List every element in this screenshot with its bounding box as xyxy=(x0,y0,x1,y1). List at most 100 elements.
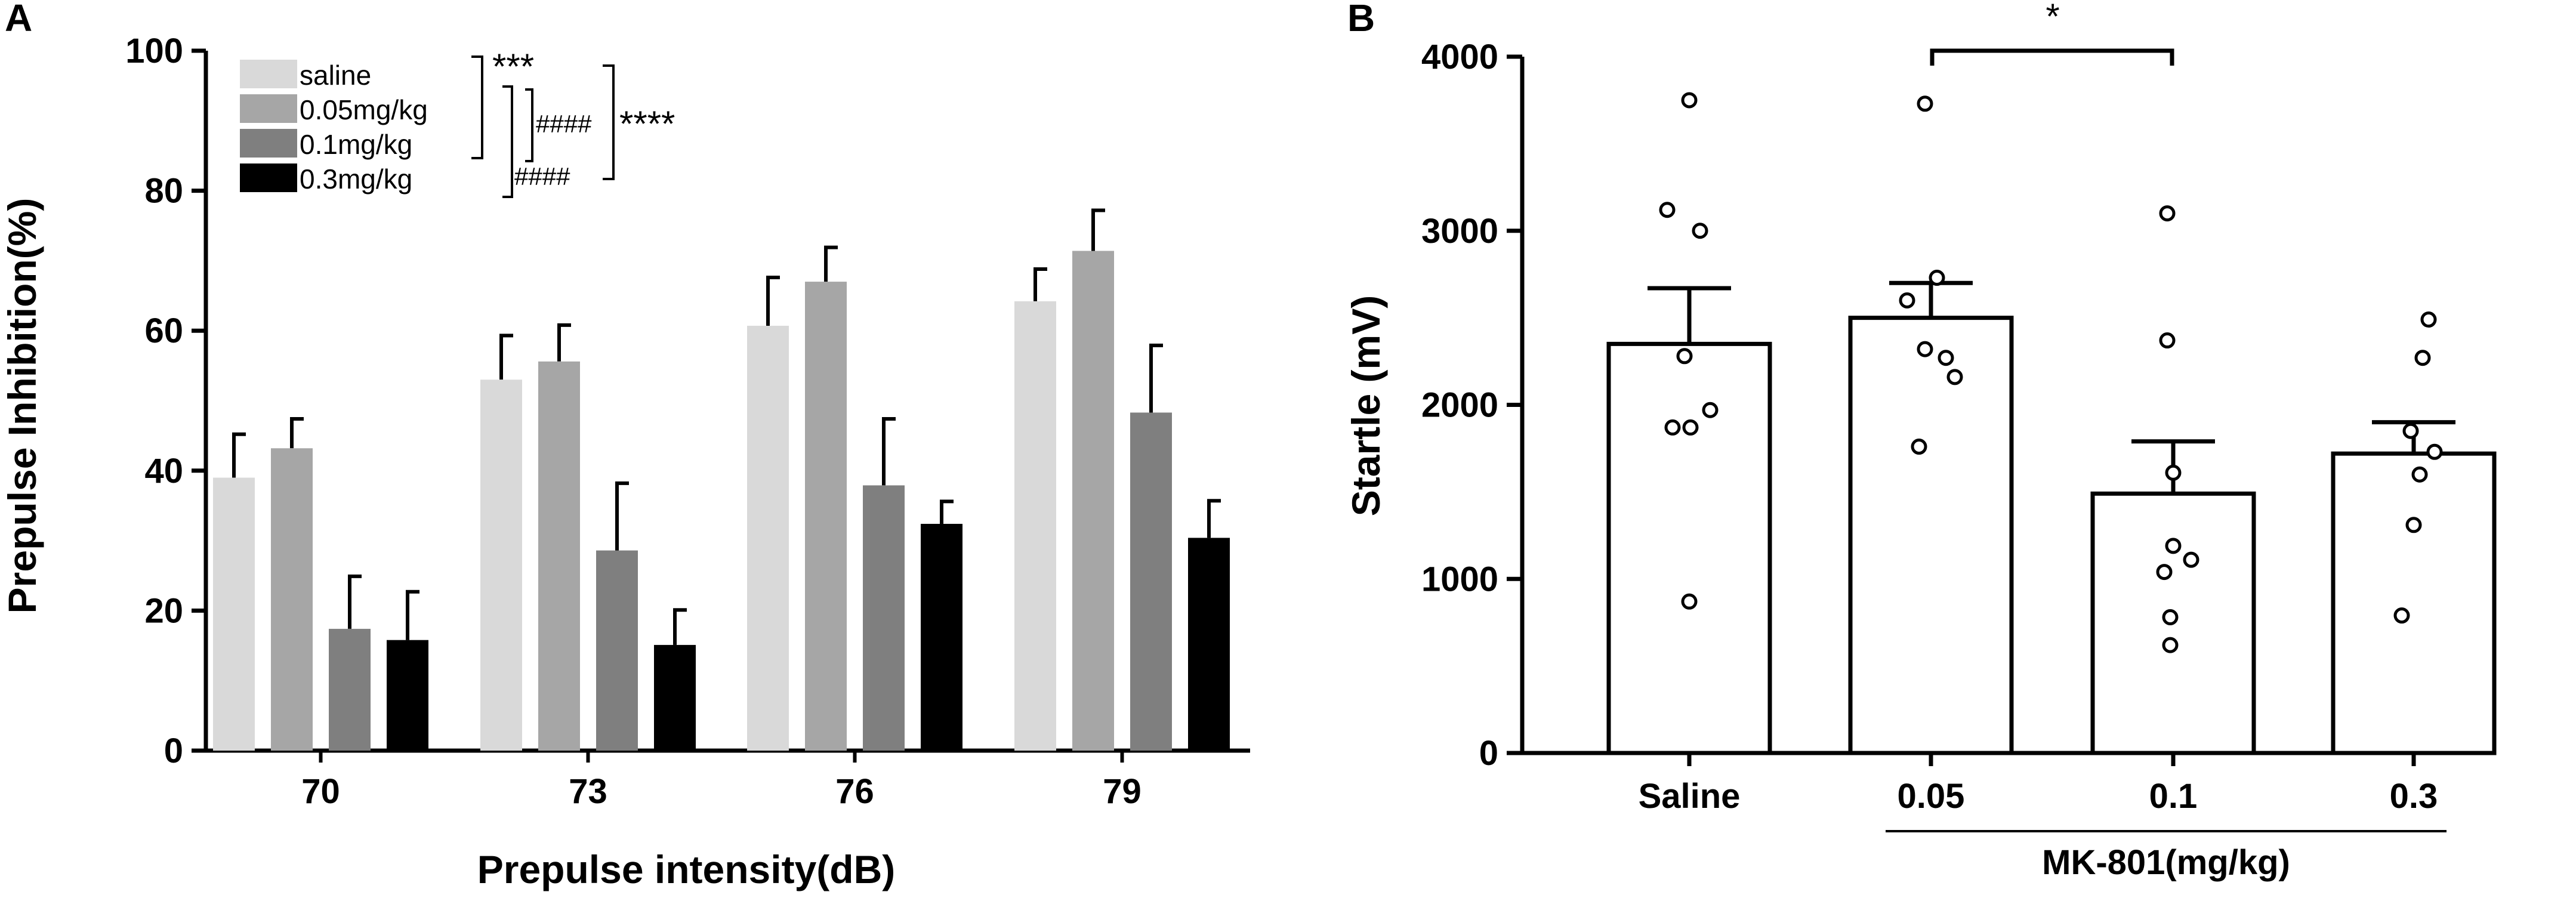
hash-label-1: #### xyxy=(536,110,592,138)
legend-swatch-0.1 xyxy=(240,129,297,158)
a-bar-saline-73 xyxy=(480,379,522,751)
a-y-ticks: 0 20 40 60 80 100 xyxy=(125,32,206,770)
b-data-point xyxy=(1911,439,1927,455)
a-y-axis-title: Prepulse Inhibition(%) xyxy=(0,198,44,614)
b-data-point xyxy=(1917,95,1933,112)
b-data-point xyxy=(1676,348,1693,365)
a-y-tick-label: 0 xyxy=(164,732,183,770)
b-data-point xyxy=(2414,350,2431,366)
b-data-point xyxy=(1681,593,1698,610)
b-data-point xyxy=(2420,311,2437,328)
a-x-tick-label: 70 xyxy=(301,772,340,811)
a-bar-0.3mg/kg-76 xyxy=(921,523,962,751)
b-data-point xyxy=(1938,350,1954,366)
legend-swatch-saline xyxy=(240,60,297,88)
a-x-tick-label: 79 xyxy=(1103,772,1142,811)
b-bar-0.1 xyxy=(2090,491,2256,755)
b-x-tick-label: 0.1 xyxy=(2149,777,2198,816)
b-data-point xyxy=(2159,205,2176,222)
b-y-axis-title: Startle (mV) xyxy=(1344,295,1388,516)
a-bar-0.1mg/kg-73 xyxy=(596,550,638,751)
a-y-tick-label: 60 xyxy=(144,311,183,350)
a-bar-0.1mg/kg-76 xyxy=(863,485,905,751)
b-data-point xyxy=(1659,202,1676,218)
a-x-ticks: 70 73 76 79 xyxy=(301,751,1142,811)
sig-label-2: **** xyxy=(619,104,675,144)
a-bar-0.05mg/kg-76 xyxy=(805,282,847,751)
b-bar-Saline xyxy=(1606,341,1772,755)
b-bar-0.3 xyxy=(2331,451,2497,755)
b-data-point xyxy=(1917,341,1933,357)
b-data-point xyxy=(1681,92,1698,109)
b-y-tick-label: 3000 xyxy=(1421,212,1498,251)
b-y-tick-label: 0 xyxy=(1479,734,1498,773)
b-data-point xyxy=(2411,466,2428,483)
b-data-point xyxy=(1929,270,1945,286)
a-bar-saline-70 xyxy=(213,477,255,751)
a-bar-saline-79 xyxy=(1014,301,1056,751)
a-bar-0.3mg/kg-73 xyxy=(654,644,696,751)
legend-swatch-0.05 xyxy=(240,94,297,123)
b-bars xyxy=(1606,280,2497,755)
a-bar-0.1mg/kg-70 xyxy=(329,628,371,751)
b-data-point xyxy=(1682,419,1699,436)
b-x-tick-label: 0.05 xyxy=(1898,777,1965,816)
b-y-ticks: 0 1000 2000 3000 4000 xyxy=(1421,38,1522,773)
a-bar-0.05mg/kg-70 xyxy=(271,448,313,751)
a-x-axis-title: Prepulse intensity(dB) xyxy=(477,847,895,891)
b-x-tick-label: Saline xyxy=(1639,777,1741,816)
hash-label-2: #### xyxy=(514,162,570,190)
b-data-point xyxy=(2162,609,2179,625)
panel-a: A 0 20 40 60 80 100 70 73 76 79 Prepulse Inhibit… xyxy=(0,0,1250,891)
b-y-tick-label: 2000 xyxy=(1421,386,1498,425)
legend-label-0.3: 0.3mg/kg xyxy=(300,163,412,195)
a-y-tick-label: 80 xyxy=(144,172,183,211)
b-data-point xyxy=(1664,419,1681,436)
b-points xyxy=(1659,92,2443,653)
legend-swatch-0.3 xyxy=(240,163,297,192)
b-x-ticks: Saline 0.05 0.1 0.3 xyxy=(1639,753,2438,816)
b-y-tick-label: 4000 xyxy=(1421,38,1498,76)
panel-a-letter: A xyxy=(5,0,32,39)
a-bar-saline-76 xyxy=(747,325,789,751)
b-data-point xyxy=(2405,517,2422,533)
a-x-tick-label: 73 xyxy=(569,772,607,811)
b-data-point xyxy=(2426,443,2443,460)
b-x-tick-label: 0.3 xyxy=(2390,777,2438,816)
a-bar-0.05mg/kg-73 xyxy=(538,361,580,751)
bracket-0.05-vs-0.3 xyxy=(502,85,513,198)
a-bar-0.3mg/kg-79 xyxy=(1188,538,1230,751)
legend-label-saline: saline xyxy=(300,60,371,91)
a-y-tick-label: 40 xyxy=(144,452,183,490)
a-legend: saline 0.05mg/kg 0.1mg/kg 0.3mg/kg xyxy=(240,60,428,195)
panel-b: B 0 1000 2000 3000 4000 Saline 0.05 0.1 0.3 Sta… xyxy=(1344,0,2497,882)
b-data-point xyxy=(2393,607,2410,624)
b-data-point xyxy=(2159,332,2176,349)
b-sig-label: * xyxy=(2046,0,2059,36)
a-bar-0.3mg/kg-70 xyxy=(387,640,428,751)
b-data-point xyxy=(2402,422,2419,439)
b-data-point xyxy=(2183,551,2199,568)
a-bars xyxy=(213,208,1230,751)
b-group-label: MK-801(mg/kg) xyxy=(2042,843,2290,882)
panel-b-letter: B xyxy=(1347,0,1375,39)
b-bar-0.05 xyxy=(1848,316,2014,755)
b-data-point xyxy=(1899,292,1915,308)
a-x-tick-label: 76 xyxy=(835,772,874,811)
a-bar-0.1mg/kg-79 xyxy=(1130,412,1172,751)
a-y-tick-label: 100 xyxy=(125,32,183,70)
b-sig-bracket xyxy=(1930,48,2174,66)
a-bar-0.05mg/kg-79 xyxy=(1072,251,1114,751)
b-data-point xyxy=(2156,564,2173,581)
b-data-point xyxy=(1692,223,1708,239)
sig-label-1: *** xyxy=(492,47,534,87)
a-significance xyxy=(471,55,615,198)
b-data-point xyxy=(1702,402,1719,418)
b-data-point xyxy=(2165,464,2182,481)
legend-label-0.05: 0.05mg/kg xyxy=(300,94,428,125)
legend-label-0.1: 0.1mg/kg xyxy=(300,129,412,160)
bracket-saline-vs-0.1 xyxy=(471,55,483,159)
a-y-tick-label: 20 xyxy=(144,591,183,630)
b-y-tick-label: 1000 xyxy=(1421,560,1498,598)
